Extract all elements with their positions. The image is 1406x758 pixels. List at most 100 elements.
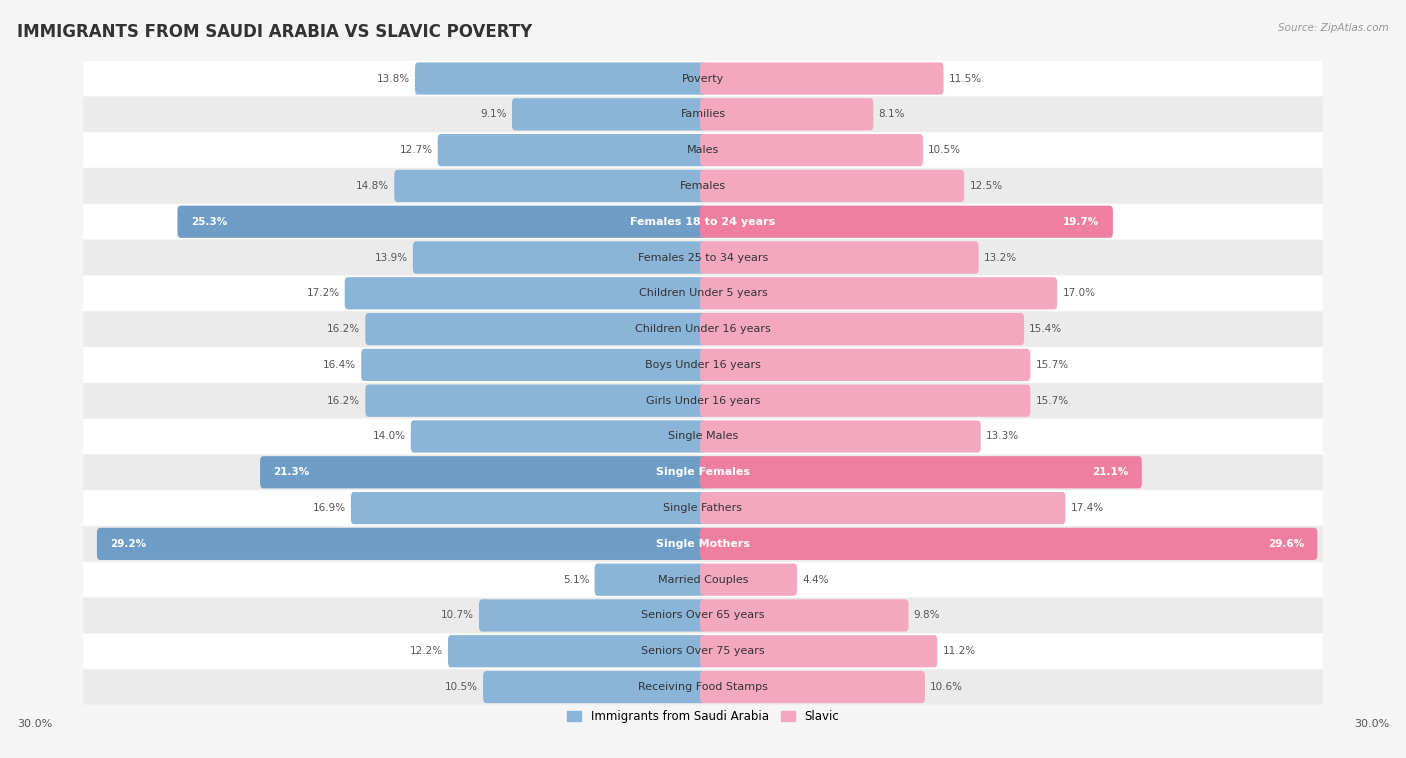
FancyBboxPatch shape <box>700 421 981 453</box>
Text: 12.7%: 12.7% <box>399 145 433 155</box>
Text: Children Under 5 years: Children Under 5 years <box>638 288 768 299</box>
FancyBboxPatch shape <box>177 205 706 238</box>
Text: 8.1%: 8.1% <box>879 109 905 119</box>
Text: 5.1%: 5.1% <box>562 575 589 584</box>
Text: Boys Under 16 years: Boys Under 16 years <box>645 360 761 370</box>
Text: 9.1%: 9.1% <box>481 109 506 119</box>
Text: 9.8%: 9.8% <box>914 610 941 621</box>
FancyBboxPatch shape <box>700 277 1057 309</box>
FancyBboxPatch shape <box>700 600 908 631</box>
Text: Married Couples: Married Couples <box>658 575 748 584</box>
Text: Poverty: Poverty <box>682 74 724 83</box>
FancyBboxPatch shape <box>344 277 706 309</box>
Text: Females: Females <box>681 181 725 191</box>
FancyBboxPatch shape <box>83 204 1323 240</box>
Text: Males: Males <box>688 145 718 155</box>
Text: 10.5%: 10.5% <box>928 145 962 155</box>
Text: 21.1%: 21.1% <box>1092 467 1129 478</box>
FancyBboxPatch shape <box>700 205 1114 238</box>
Text: 30.0%: 30.0% <box>17 719 52 729</box>
Text: 29.2%: 29.2% <box>110 539 146 549</box>
Text: 15.7%: 15.7% <box>1035 360 1069 370</box>
FancyBboxPatch shape <box>83 276 1323 311</box>
Text: 11.2%: 11.2% <box>942 647 976 656</box>
FancyBboxPatch shape <box>83 97 1323 132</box>
FancyBboxPatch shape <box>479 600 706 631</box>
Text: 17.0%: 17.0% <box>1063 288 1095 299</box>
FancyBboxPatch shape <box>83 490 1323 525</box>
Text: 13.9%: 13.9% <box>374 252 408 262</box>
Text: 16.2%: 16.2% <box>328 324 360 334</box>
Text: 4.4%: 4.4% <box>801 575 828 584</box>
Text: 25.3%: 25.3% <box>191 217 228 227</box>
Text: Source: ZipAtlas.com: Source: ZipAtlas.com <box>1278 23 1389 33</box>
Text: 10.6%: 10.6% <box>931 682 963 692</box>
Legend: Immigrants from Saudi Arabia, Slavic: Immigrants from Saudi Arabia, Slavic <box>562 706 844 728</box>
FancyBboxPatch shape <box>449 635 706 667</box>
FancyBboxPatch shape <box>83 455 1323 490</box>
FancyBboxPatch shape <box>352 492 706 525</box>
Text: 13.2%: 13.2% <box>984 252 1017 262</box>
FancyBboxPatch shape <box>394 170 706 202</box>
FancyBboxPatch shape <box>83 634 1323 669</box>
FancyBboxPatch shape <box>83 419 1323 454</box>
FancyBboxPatch shape <box>83 61 1323 96</box>
Text: 30.0%: 30.0% <box>1354 719 1389 729</box>
Text: Females 25 to 34 years: Females 25 to 34 years <box>638 252 768 262</box>
FancyBboxPatch shape <box>700 671 925 703</box>
Text: 11.5%: 11.5% <box>949 74 981 83</box>
Text: 10.5%: 10.5% <box>444 682 478 692</box>
FancyBboxPatch shape <box>700 384 1031 417</box>
FancyBboxPatch shape <box>700 563 797 596</box>
Text: 17.2%: 17.2% <box>307 288 340 299</box>
FancyBboxPatch shape <box>595 563 706 596</box>
Text: Single Fathers: Single Fathers <box>664 503 742 513</box>
FancyBboxPatch shape <box>700 492 1066 525</box>
FancyBboxPatch shape <box>83 240 1323 275</box>
Text: 19.7%: 19.7% <box>1063 217 1099 227</box>
FancyBboxPatch shape <box>700 528 1317 560</box>
Text: Single Females: Single Females <box>657 467 749 478</box>
FancyBboxPatch shape <box>413 241 706 274</box>
Text: 17.4%: 17.4% <box>1070 503 1104 513</box>
FancyBboxPatch shape <box>366 384 706 417</box>
FancyBboxPatch shape <box>700 99 873 130</box>
Text: 12.5%: 12.5% <box>969 181 1002 191</box>
FancyBboxPatch shape <box>700 456 1142 488</box>
FancyBboxPatch shape <box>83 347 1323 383</box>
Text: 16.4%: 16.4% <box>323 360 356 370</box>
Text: 15.4%: 15.4% <box>1029 324 1063 334</box>
FancyBboxPatch shape <box>83 168 1323 203</box>
Text: Seniors Over 65 years: Seniors Over 65 years <box>641 610 765 621</box>
FancyBboxPatch shape <box>484 671 706 703</box>
Text: 15.7%: 15.7% <box>1035 396 1069 406</box>
Text: Families: Families <box>681 109 725 119</box>
Text: IMMIGRANTS FROM SAUDI ARABIA VS SLAVIC POVERTY: IMMIGRANTS FROM SAUDI ARABIA VS SLAVIC P… <box>17 23 531 41</box>
Text: Females 18 to 24 years: Females 18 to 24 years <box>630 217 776 227</box>
Text: 29.6%: 29.6% <box>1268 539 1303 549</box>
FancyBboxPatch shape <box>83 669 1323 705</box>
Text: 14.0%: 14.0% <box>373 431 405 441</box>
FancyBboxPatch shape <box>700 241 979 274</box>
Text: 14.8%: 14.8% <box>356 181 389 191</box>
Text: Receiving Food Stamps: Receiving Food Stamps <box>638 682 768 692</box>
FancyBboxPatch shape <box>700 635 938 667</box>
FancyBboxPatch shape <box>361 349 706 381</box>
Text: Single Males: Single Males <box>668 431 738 441</box>
FancyBboxPatch shape <box>260 456 706 488</box>
Text: 16.2%: 16.2% <box>328 396 360 406</box>
FancyBboxPatch shape <box>700 134 922 166</box>
Text: Seniors Over 75 years: Seniors Over 75 years <box>641 647 765 656</box>
FancyBboxPatch shape <box>437 134 706 166</box>
FancyBboxPatch shape <box>83 526 1323 562</box>
FancyBboxPatch shape <box>83 312 1323 346</box>
FancyBboxPatch shape <box>700 170 965 202</box>
Text: 21.3%: 21.3% <box>273 467 309 478</box>
FancyBboxPatch shape <box>97 528 706 560</box>
Text: 13.8%: 13.8% <box>377 74 409 83</box>
FancyBboxPatch shape <box>512 99 706 130</box>
Text: Girls Under 16 years: Girls Under 16 years <box>645 396 761 406</box>
FancyBboxPatch shape <box>415 62 706 95</box>
FancyBboxPatch shape <box>411 421 706 453</box>
FancyBboxPatch shape <box>700 349 1031 381</box>
